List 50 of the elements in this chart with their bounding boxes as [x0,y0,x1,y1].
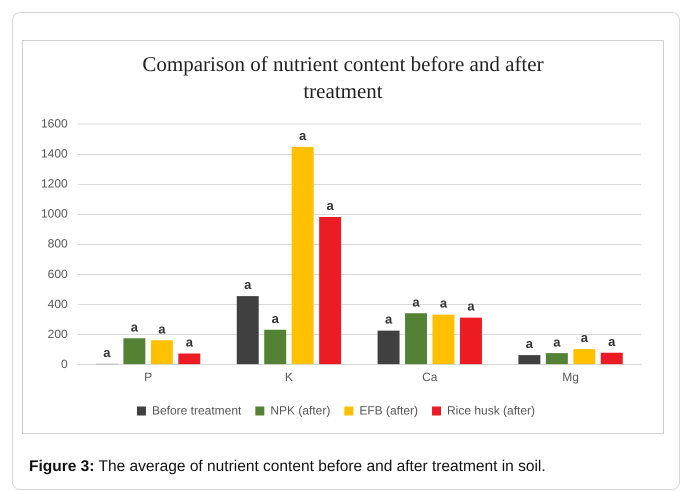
y-tick-label: 600 [48,266,68,281]
bar [319,217,342,364]
data-label: a [103,344,112,360]
data-label: a [440,296,448,311]
data-label: a [553,334,562,350]
y-tick-label: 1400 [40,146,68,161]
data-label: a [299,128,308,144]
y-tick-label: 1600 [40,116,68,131]
data-label: a [130,319,139,334]
data-label: a [158,321,166,336]
bar [573,349,596,364]
data-label: a [244,277,252,292]
y-tick-label: 200 [48,326,68,341]
bar [236,296,259,364]
bar [600,352,623,364]
bar [264,330,286,364]
y-tick-label: 0 [61,356,68,371]
y-tick-label: 1000 [40,206,68,221]
data-label: a [326,198,335,214]
chart-title: Comparison of nutrient content before and after treatment [141,51,545,105]
x-tick-label: Mg [562,370,579,384]
y-tick-label: 1200 [40,176,68,191]
legend-label: EFB (after) [359,403,418,418]
data-label: a [580,330,589,346]
x-tick-label: Ca [422,370,438,384]
data-label: a [186,334,194,350]
data-label: a [272,310,280,326]
data-label: a [467,298,476,314]
y-tick-label: 800 [48,236,68,251]
bar [518,355,540,364]
bar [405,313,428,364]
bar [150,340,173,364]
data-label: a [384,312,393,327]
caption: Figure 3: The average of nutrient content before and after treatment in soil. [29,458,546,476]
bar [378,330,400,364]
bar [546,353,568,364]
bar [123,338,146,364]
data-label: a [608,334,616,349]
y-tick-label: 400 [48,296,68,311]
bar [460,318,482,364]
legend-label: Rice husk (after) [447,403,536,418]
x-tick-label: P [144,370,152,384]
bar [292,147,314,364]
data-label: a [526,336,534,352]
bar [432,314,454,364]
bar [178,353,200,364]
legend-label: NPK (after) [270,403,330,418]
legend-label: Before treatment [152,403,242,418]
data-label: a [412,294,420,310]
x-tick-label: K [284,370,293,384]
